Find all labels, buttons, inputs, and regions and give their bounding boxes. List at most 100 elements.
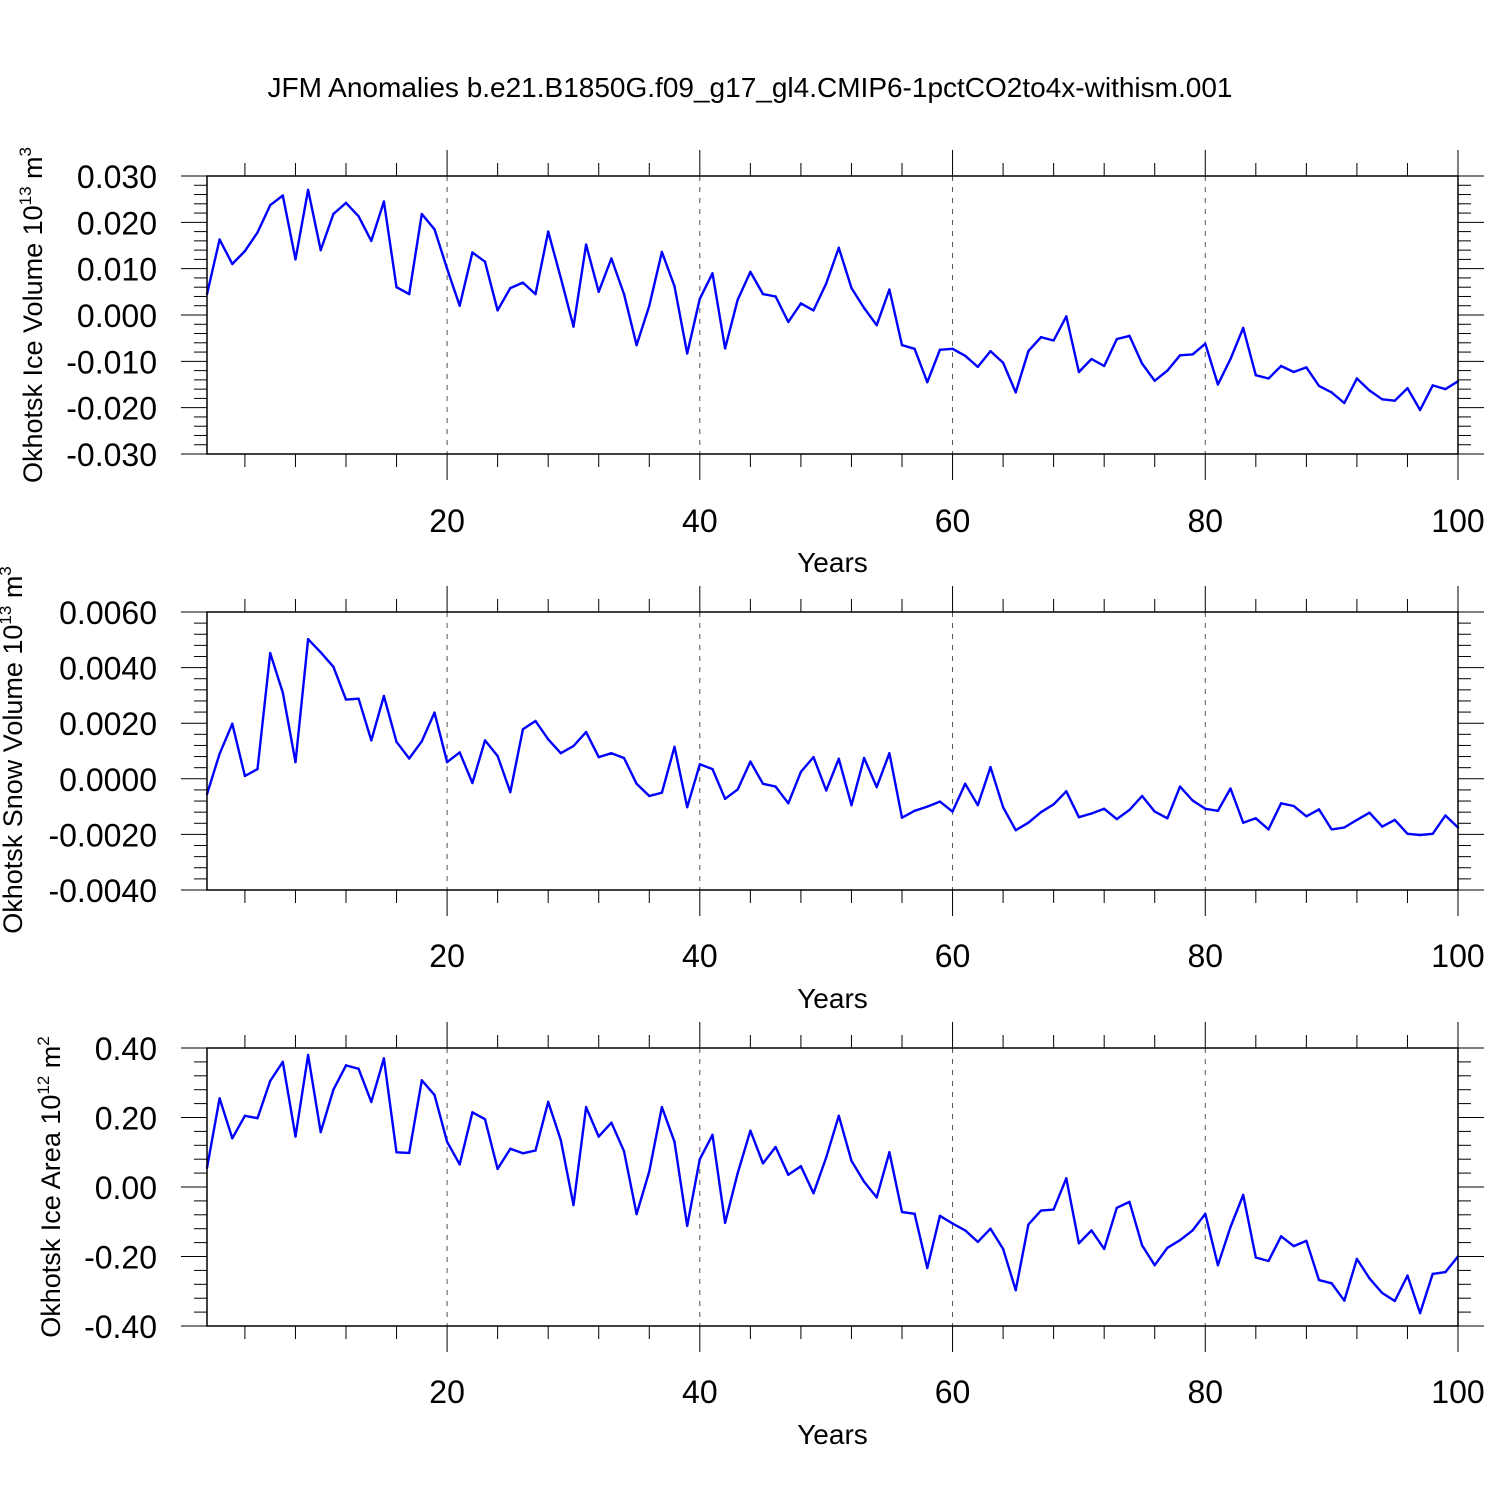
data-point	[584, 730, 588, 734]
data-point	[1355, 1257, 1359, 1261]
data-point	[344, 698, 348, 701]
data-point	[951, 810, 954, 813]
data-point	[1191, 799, 1194, 802]
data-point	[1065, 1177, 1068, 1180]
data-point	[1343, 826, 1346, 829]
x-axis-label: Years	[797, 547, 868, 578]
data-point	[458, 304, 461, 307]
y-tick-label: 0.40	[95, 1031, 157, 1067]
data-point	[243, 774, 247, 778]
data-point	[546, 230, 550, 233]
data-point	[218, 1097, 221, 1100]
data-point	[1279, 802, 1283, 805]
data-point	[357, 215, 360, 218]
data-point	[1267, 828, 1270, 831]
data-point	[357, 697, 360, 700]
data-point	[850, 1159, 853, 1163]
data-point	[926, 380, 929, 384]
data-point	[370, 239, 373, 243]
data-point	[1065, 790, 1068, 793]
data-point	[875, 785, 878, 789]
data-point	[1204, 807, 1207, 811]
data-point	[824, 789, 828, 792]
data-point	[546, 1100, 550, 1104]
data-point	[1166, 817, 1169, 820]
data-point	[1229, 357, 1232, 361]
y-tick-label: -0.20	[84, 1240, 157, 1276]
data-point	[1380, 825, 1384, 828]
data-point	[281, 194, 285, 197]
data-point	[256, 767, 259, 771]
data-point	[862, 756, 866, 760]
data-point	[294, 258, 297, 261]
data-point	[332, 212, 335, 216]
data-point	[1128, 808, 1131, 812]
data-point	[319, 248, 322, 252]
data-point	[268, 651, 272, 655]
data-point	[1090, 357, 1093, 361]
data-point	[1254, 817, 1258, 820]
data-point	[723, 797, 727, 801]
data-point	[749, 1129, 752, 1132]
x-tick-label: 20	[429, 938, 465, 974]
data-point	[1065, 315, 1068, 318]
data-point	[1355, 818, 1359, 822]
data-point	[306, 638, 310, 641]
data-point	[597, 1135, 600, 1138]
data-point	[382, 1057, 386, 1060]
series-line	[205, 1053, 1459, 1315]
data-point	[1444, 387, 1447, 391]
data-point	[1140, 794, 1144, 798]
data-point	[951, 347, 954, 351]
data-point	[787, 320, 790, 324]
data-point	[1444, 814, 1447, 817]
data-point	[1292, 804, 1295, 808]
data-point	[1115, 1206, 1119, 1210]
data-point	[774, 1145, 777, 1149]
data-point	[635, 343, 638, 347]
data-point	[433, 711, 436, 714]
data-point	[723, 347, 727, 350]
data-point	[395, 286, 398, 289]
data-point	[1153, 1263, 1156, 1267]
y-tick-label: 0.00	[95, 1170, 157, 1206]
data-point	[812, 755, 815, 759]
data-point	[332, 665, 335, 668]
data-point	[1178, 354, 1182, 357]
data-point	[976, 1240, 980, 1244]
data-point	[382, 200, 386, 203]
data-point	[1393, 818, 1397, 822]
data-point	[445, 760, 449, 764]
y-tick-label: -0.0020	[48, 817, 157, 853]
x-tick-label: 80	[1187, 503, 1223, 539]
data-point	[862, 1180, 866, 1183]
data-point	[926, 1266, 929, 1270]
data-point	[1001, 1247, 1005, 1251]
data-point	[584, 1105, 588, 1109]
data-point	[231, 1137, 234, 1140]
data-point	[1317, 384, 1321, 388]
data-point	[837, 246, 841, 250]
data-point	[433, 228, 436, 231]
data-point	[622, 292, 626, 296]
data-point	[989, 349, 992, 353]
data-point	[1191, 1229, 1194, 1232]
data-point	[799, 302, 803, 305]
data-point	[357, 1067, 360, 1071]
data-point	[1039, 810, 1043, 814]
data-point	[1204, 1212, 1207, 1215]
x-tick-label: 60	[935, 938, 971, 974]
data-point	[900, 343, 904, 347]
data-point	[610, 752, 613, 755]
data-point	[622, 756, 626, 760]
data-point	[736, 298, 739, 301]
data-point	[597, 290, 600, 294]
data-point	[407, 757, 411, 760]
data-point	[736, 1171, 739, 1175]
data-point	[875, 1196, 878, 1199]
data-point	[1393, 1299, 1397, 1303]
data-point	[407, 292, 411, 296]
data-point	[1027, 1223, 1030, 1226]
data-point	[963, 354, 967, 357]
data-point	[824, 1156, 828, 1159]
